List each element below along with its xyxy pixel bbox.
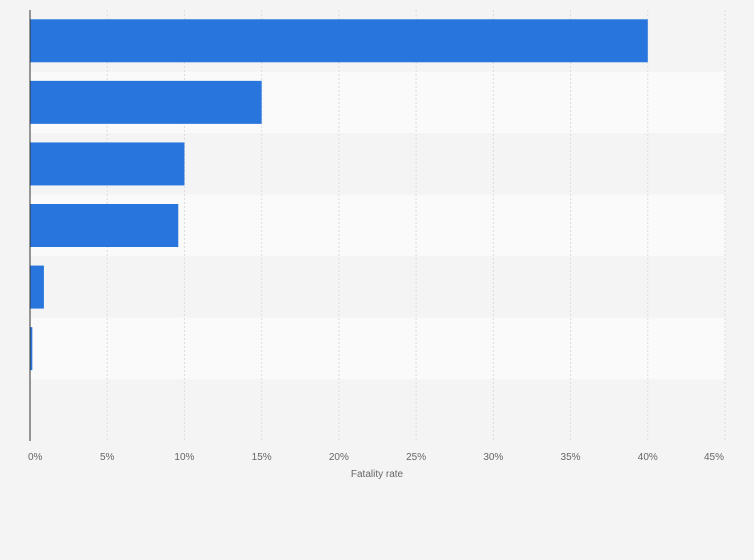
row-band [30, 256, 725, 318]
x-tick-label: 15% [252, 452, 272, 463]
bar [30, 142, 185, 186]
bar [30, 265, 44, 309]
row-band [30, 379, 725, 441]
x-tick-label: 45% [704, 452, 724, 463]
x-tick-label: 20% [329, 452, 349, 463]
x-tick-label: 35% [561, 452, 581, 463]
x-axis-title: Fatality rate [351, 469, 404, 480]
row-band [30, 317, 725, 380]
bar [30, 327, 33, 371]
x-tick-label: 10% [174, 452, 194, 463]
x-tick-label: 25% [406, 452, 426, 463]
x-tick-label: 5% [100, 452, 115, 463]
bar [30, 204, 179, 247]
bar [30, 80, 262, 124]
x-tick-label: 0% [28, 452, 43, 463]
x-tick-label: 30% [483, 452, 503, 463]
bars [30, 19, 648, 371]
x-tick-labels: 0% 5% 10% 15% 20% 25% 30% 35% 40% 45% [28, 452, 724, 463]
row-bands [30, 10, 725, 441]
bar [30, 19, 648, 63]
x-tick-label: 40% [638, 452, 658, 463]
